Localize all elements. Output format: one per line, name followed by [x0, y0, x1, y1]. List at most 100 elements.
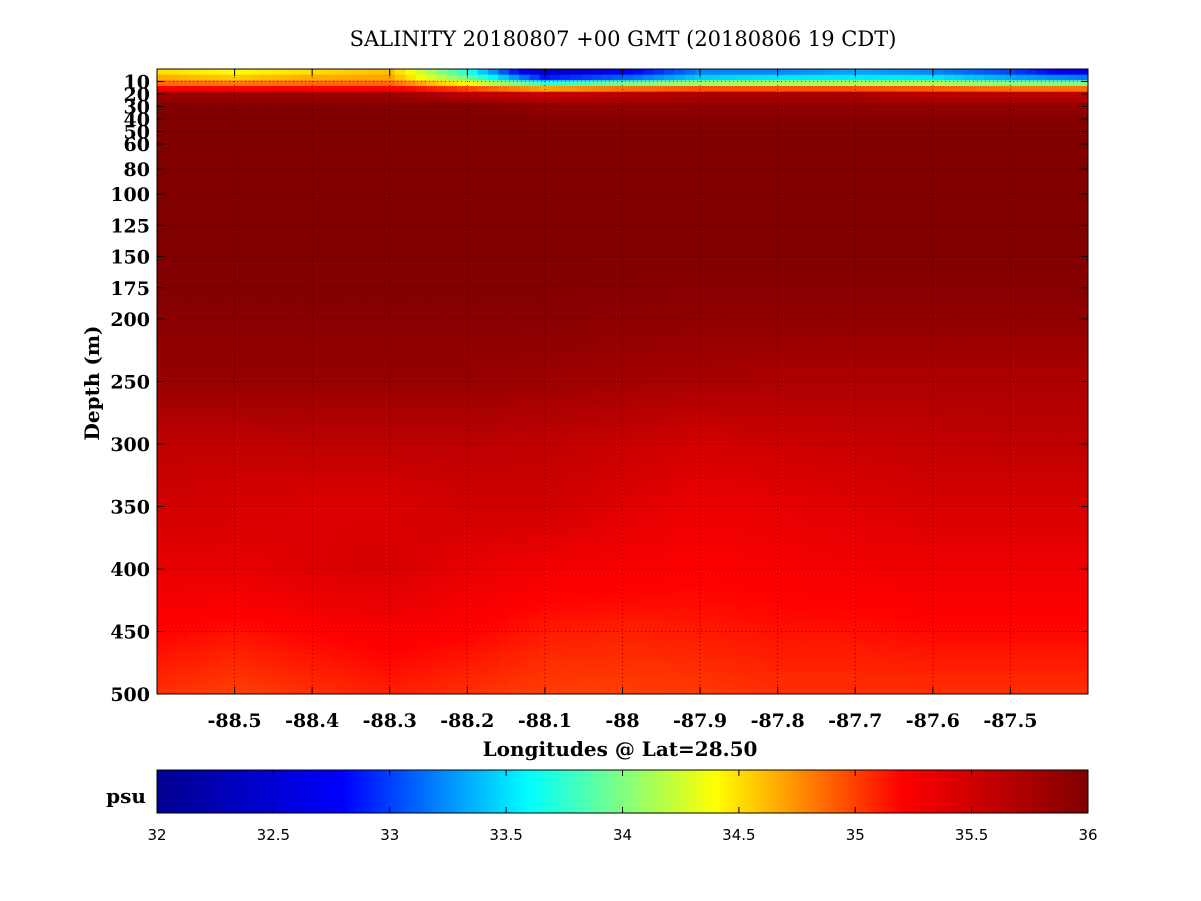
heatmap-cell [312, 262, 324, 269]
heatmap-cell [622, 103, 634, 110]
heatmap-cell [1036, 91, 1048, 99]
heatmap-cell [1046, 245, 1058, 252]
heatmap-cell [715, 91, 727, 99]
heatmap-cell [932, 137, 944, 144]
heatmap-cell [798, 250, 810, 258]
heatmap-cell [250, 313, 262, 320]
heatmap-cell [570, 199, 582, 206]
heatmap-cell [405, 97, 417, 104]
heatmap-cell [301, 228, 313, 235]
heatmap-cell [601, 120, 613, 127]
heatmap-cell [922, 176, 934, 184]
heatmap-cell [425, 267, 437, 275]
heatmap-cell [663, 148, 675, 155]
heatmap-cell [674, 370, 686, 377]
heatmap-cell [343, 347, 355, 354]
heatmap-cell [922, 307, 934, 314]
heatmap-cell [963, 239, 975, 246]
heatmap-cell [694, 336, 706, 343]
heatmap-cell [467, 103, 479, 110]
heatmap-cell [550, 125, 562, 133]
heatmap-cell [456, 353, 468, 360]
heatmap-cell [788, 245, 799, 252]
heatmap-cell [291, 228, 303, 235]
heatmap-cell [622, 256, 634, 263]
heatmap-cell [322, 375, 334, 383]
heatmap-cell [415, 364, 427, 371]
heatmap-cell [819, 97, 830, 104]
heatmap-cell [384, 148, 396, 155]
heatmap-cell [715, 228, 727, 235]
heatmap-cell [756, 103, 768, 110]
heatmap-cell [632, 137, 644, 144]
heatmap-cell [436, 358, 448, 366]
heatmap-cell [467, 148, 479, 155]
heatmap-cell [570, 182, 582, 189]
heatmap-cell [560, 182, 572, 189]
heatmap-cell [974, 233, 986, 241]
heatmap-cell [270, 137, 282, 144]
heatmap-cell [870, 273, 882, 280]
heatmap-cell [850, 375, 862, 383]
heatmap-cell [901, 375, 913, 383]
heatmap-cell [581, 228, 593, 235]
heatmap-cell [446, 199, 458, 206]
heatmap-cell [674, 159, 686, 167]
heatmap-cell [581, 125, 593, 133]
heatmap-cell [291, 108, 303, 116]
heatmap-cell [467, 199, 479, 206]
heatmap-cell [943, 228, 955, 235]
heatmap-cell [746, 233, 758, 241]
heatmap-cell [301, 290, 313, 297]
heatmap-cell [1046, 296, 1058, 303]
heatmap-cell [281, 375, 293, 383]
heatmap-cell [157, 313, 168, 320]
heatmap-cell [1046, 211, 1058, 218]
heatmap-cell [839, 273, 851, 280]
heatmap-cell [788, 211, 799, 218]
heatmap-cell [198, 131, 210, 138]
heatmap-cell [891, 125, 903, 133]
heatmap-cell [177, 108, 189, 116]
heatmap-cell [725, 137, 737, 144]
heatmap-cell [974, 375, 986, 383]
heatmap-cell [291, 142, 303, 150]
heatmap-cell [1067, 358, 1079, 366]
heatmap-cell [1056, 353, 1068, 360]
heatmap-cell [405, 233, 417, 241]
heatmap-cell [601, 228, 613, 235]
heatmap-cell [963, 336, 975, 343]
heatmap-cell [663, 301, 675, 309]
heatmap-cell [281, 279, 293, 286]
heatmap-cell [591, 211, 603, 218]
heatmap-cell [374, 74, 386, 81]
heatmap-cell [560, 199, 572, 206]
heatmap-cell [539, 188, 551, 195]
heatmap-cell [860, 69, 872, 76]
heatmap-cell [229, 245, 241, 252]
heatmap-cell [684, 74, 696, 81]
heatmap-cell [332, 358, 344, 366]
heatmap-cell [860, 239, 872, 246]
heatmap-cell [570, 301, 582, 309]
heatmap-cell [250, 347, 262, 354]
heatmap-cell [157, 341, 168, 349]
heatmap-cell [219, 137, 231, 144]
heatmap-cell [301, 125, 313, 133]
heatmap-cell [498, 91, 510, 99]
heatmap-cell [612, 330, 624, 337]
heatmap-cell [529, 256, 541, 263]
heatmap-cell [870, 165, 882, 172]
heatmap-cell [663, 69, 675, 76]
heatmap-cell [219, 103, 231, 110]
heatmap-cell [1015, 239, 1027, 246]
heatmap-cell [519, 262, 530, 269]
heatmap-cell [1077, 358, 1088, 366]
heatmap-cell [177, 290, 189, 297]
heatmap-cell [1015, 194, 1027, 201]
heatmap-cell [384, 233, 396, 241]
heatmap-cell [798, 125, 810, 133]
heatmap-cell [1036, 194, 1048, 201]
heatmap-cell [860, 267, 872, 275]
heatmap-cell [281, 353, 293, 360]
